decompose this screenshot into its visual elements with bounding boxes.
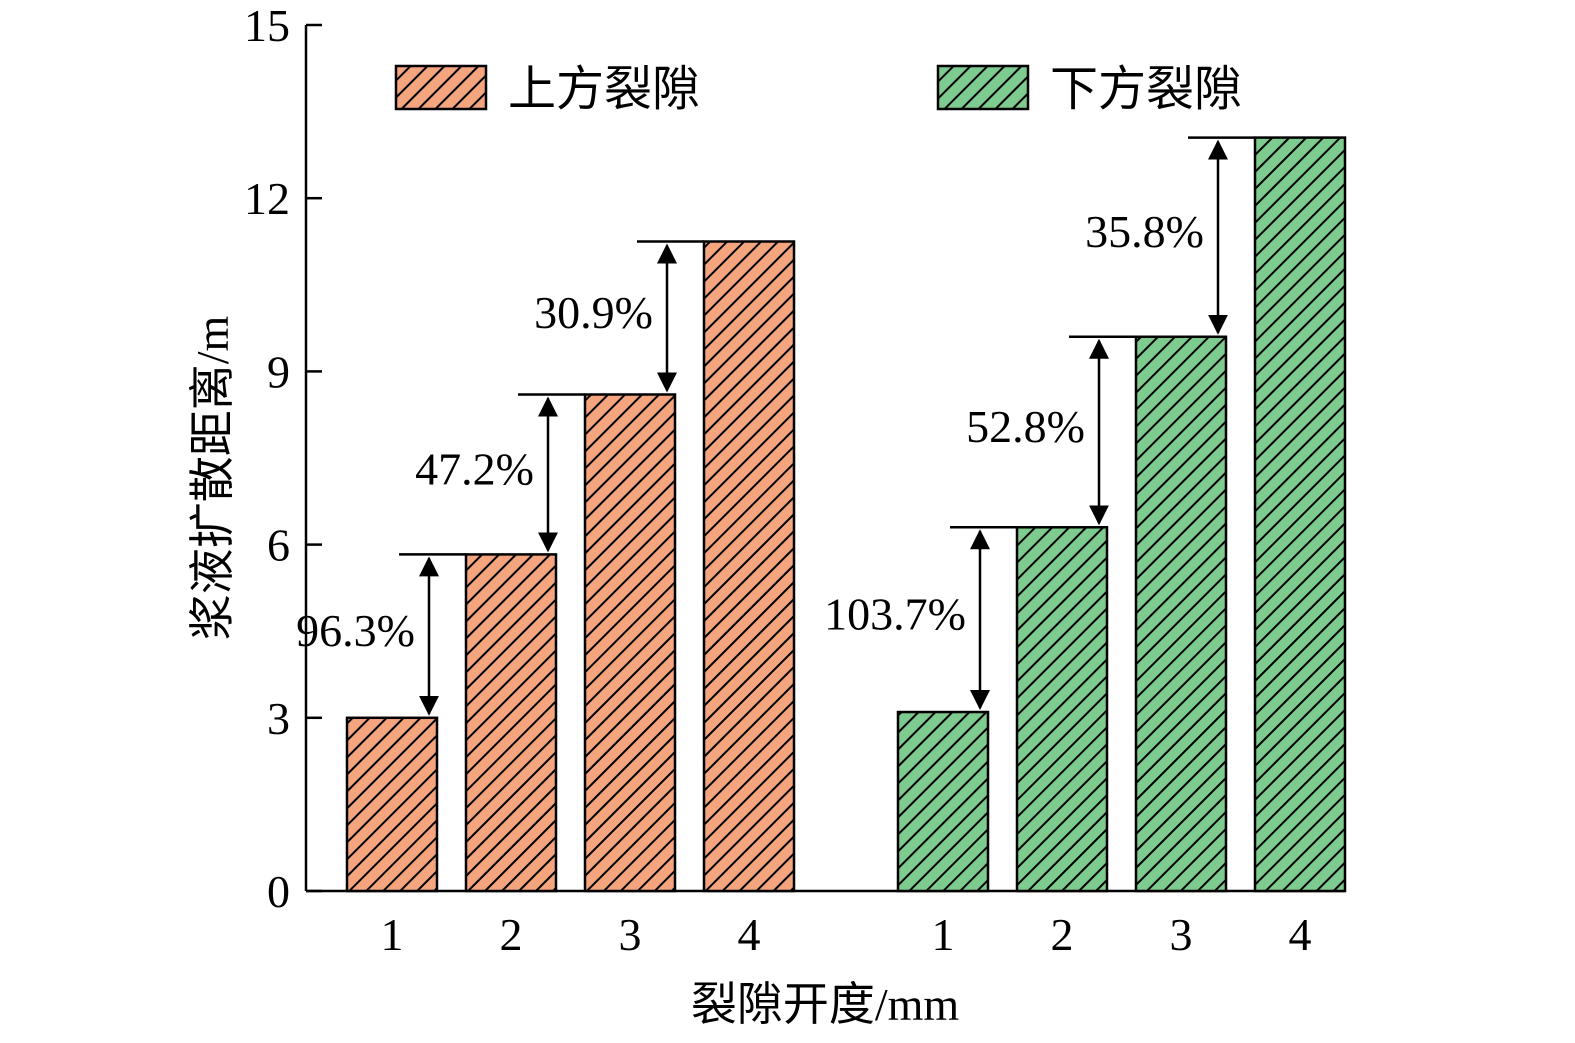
y-axis-title: 浆液扩散距离/m <box>187 316 238 641</box>
annotation-label: 103.7% <box>824 589 966 640</box>
bar-upper-2 <box>464 553 558 893</box>
bar-lower-3 <box>1134 335 1228 893</box>
legend-label-lower: 下方裂隙 <box>1050 63 1242 116</box>
y-tick-label: 6 <box>267 520 290 571</box>
bar-lower-2 <box>1015 526 1109 893</box>
y-tick-label: 9 <box>267 346 290 397</box>
legend-swatch-upper <box>394 64 488 111</box>
legend: 上方裂隙 下方裂隙 <box>394 63 1242 116</box>
y-tick-label: 12 <box>244 173 290 224</box>
x-tick-label: 1 <box>381 909 404 960</box>
legend-swatch-lower <box>936 64 1030 111</box>
y-ticks: 0 3 6 9 12 15 <box>244 0 322 917</box>
x-tick-label: 2 <box>1051 909 1074 960</box>
y-tick-label: 15 <box>244 0 290 51</box>
bars <box>345 136 1347 893</box>
bar-upper-3 <box>583 393 677 893</box>
y-tick-label: 3 <box>267 693 290 744</box>
bar-lower-1 <box>896 710 990 893</box>
bar-upper-1 <box>345 716 439 893</box>
annotation-label: 52.8% <box>966 401 1085 452</box>
x-tick-label: 4 <box>738 909 761 960</box>
legend-label-upper: 上方裂隙 <box>508 63 700 116</box>
y-tick-label: 0 <box>267 866 290 917</box>
annotation-label: 47.2% <box>415 443 534 494</box>
bar-lower-4 <box>1253 136 1347 893</box>
annotations: 96.3% 47.2% 30.9% 103.7% 52.8% 35.8% <box>296 136 1255 716</box>
x-axis-title: 裂隙开度/mm <box>691 979 960 1030</box>
annotation-label: 96.3% <box>296 605 415 656</box>
x-tick-label: 3 <box>1170 909 1193 960</box>
annotation-label: 30.9% <box>534 287 653 338</box>
x-tick-label: 2 <box>500 909 523 960</box>
x-tick-label: 4 <box>1289 909 1312 960</box>
annotation-label: 35.8% <box>1085 206 1204 257</box>
x-tick-label: 1 <box>932 909 955 960</box>
x-ticks: 1 2 3 4 1 2 3 4 <box>381 909 1312 960</box>
x-tick-label: 3 <box>619 909 642 960</box>
bar-upper-4 <box>702 240 796 893</box>
